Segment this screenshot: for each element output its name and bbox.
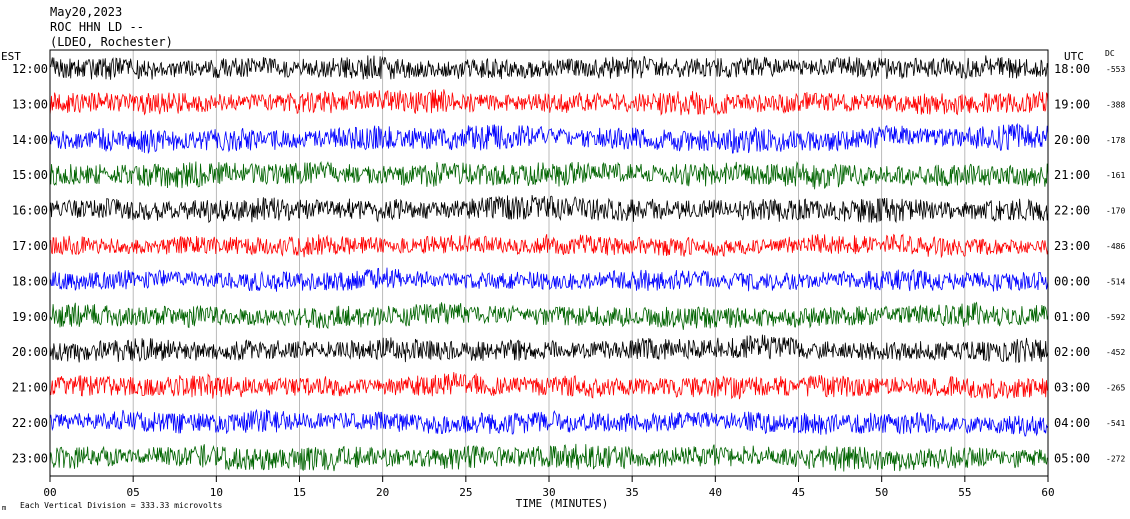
dc-offset-label: -272 bbox=[1106, 454, 1125, 463]
scale-note: Each Vertical Division = 333.33 microvol… bbox=[20, 501, 222, 510]
utc-axis-label: UTC bbox=[1064, 50, 1084, 63]
x-tick-label: 15 bbox=[293, 486, 306, 499]
utc-hour-label: 05:00 bbox=[1054, 451, 1090, 465]
utc-hour-label: 04:00 bbox=[1054, 416, 1090, 430]
est-hour-label: 16:00 bbox=[12, 204, 48, 218]
est-hour-label: 17:00 bbox=[12, 239, 48, 253]
utc-hour-label: 18:00 bbox=[1054, 62, 1090, 76]
est-hour-label: 14:00 bbox=[12, 133, 48, 147]
axis-labels: EST UTC DC TIME (MINUTES) m Each Vertica… bbox=[1, 49, 1125, 512]
est-hour-label: 12:00 bbox=[12, 62, 48, 76]
est-hour-label: 18:00 bbox=[12, 274, 48, 288]
trace-line bbox=[49, 267, 1049, 292]
trace-line bbox=[49, 122, 1049, 155]
trace-line bbox=[49, 161, 1049, 190]
est-hour-label: 20:00 bbox=[12, 345, 48, 359]
est-hour-label: 21:00 bbox=[12, 381, 48, 395]
utc-hour-label: 21:00 bbox=[1054, 168, 1090, 182]
x-tick-label: 20 bbox=[376, 486, 389, 499]
utc-hour-label: 02:00 bbox=[1054, 345, 1090, 359]
x-tick-label: 40 bbox=[709, 486, 722, 499]
dc-offset-label: -178 bbox=[1106, 136, 1125, 145]
dc-offset-label: -553 bbox=[1106, 65, 1125, 74]
est-hour-label: 19:00 bbox=[12, 310, 48, 324]
trace-line bbox=[49, 301, 1049, 330]
network-name: (LDEO, Rochester) bbox=[50, 35, 173, 49]
est-hour-label: 13:00 bbox=[12, 97, 48, 111]
trace-line bbox=[49, 89, 1049, 116]
x-tick-label: 55 bbox=[958, 486, 971, 499]
est-hour-label: 22:00 bbox=[12, 416, 48, 430]
trace-line bbox=[49, 55, 1049, 80]
dc-offset-label: -541 bbox=[1106, 419, 1125, 428]
dc-offset-label: -486 bbox=[1106, 242, 1125, 251]
x-tick-label: 10 bbox=[210, 486, 223, 499]
utc-hour-label: 00:00 bbox=[1054, 274, 1090, 288]
dc-offset-label: -592 bbox=[1106, 313, 1125, 322]
x-tick-label: 25 bbox=[459, 486, 472, 499]
trace-line bbox=[49, 334, 1049, 363]
x-tick-label: 05 bbox=[127, 486, 140, 499]
trace-line bbox=[49, 443, 1049, 472]
x-axis-ticks: 00 05 10 15 20 25 30 35 40 45 50 55 60 bbox=[43, 476, 1055, 499]
trace-line bbox=[49, 372, 1049, 400]
utc-hour-label: 01:00 bbox=[1054, 310, 1090, 324]
x-axis-title: TIME (MINUTES) bbox=[516, 497, 609, 510]
seismic-traces bbox=[49, 55, 1049, 472]
x-tick-label: 50 bbox=[875, 486, 888, 499]
x-tick-label: 00 bbox=[43, 486, 56, 499]
dc-axis-label: DC bbox=[1105, 49, 1115, 58]
x-tick-label: 35 bbox=[626, 486, 639, 499]
x-tick-label: 45 bbox=[792, 486, 805, 499]
trace-line bbox=[49, 408, 1049, 437]
dc-offset-label: -452 bbox=[1106, 348, 1125, 357]
trace-line bbox=[49, 194, 1049, 224]
est-hour-label: 15:00 bbox=[12, 168, 48, 182]
dc-offset-label: -265 bbox=[1106, 384, 1125, 393]
est-axis-label: EST bbox=[1, 50, 21, 63]
x-tick-label: 60 bbox=[1041, 486, 1054, 499]
grid-lines bbox=[132, 50, 966, 476]
est-hour-label: 23:00 bbox=[12, 451, 48, 465]
utc-hour-label: 20:00 bbox=[1054, 133, 1090, 147]
trace-line bbox=[49, 233, 1049, 259]
dc-offset-label: -388 bbox=[1106, 100, 1125, 109]
utc-hour-label: 03:00 bbox=[1054, 381, 1090, 395]
plot-date: May20,2023 bbox=[50, 5, 123, 19]
dc-offset-label: -170 bbox=[1106, 207, 1125, 216]
dc-offset-label: -514 bbox=[1106, 277, 1125, 286]
utc-hour-label: 23:00 bbox=[1054, 239, 1090, 253]
station-code: ROC HHN LD -- bbox=[50, 20, 144, 34]
utc-hour-label: 22:00 bbox=[1054, 204, 1090, 218]
x-tick-label: 30 bbox=[542, 486, 555, 499]
utc-hour-label: 19:00 bbox=[1054, 97, 1090, 111]
logo-mark: m bbox=[2, 504, 6, 512]
dc-offset-label: -161 bbox=[1106, 171, 1125, 180]
